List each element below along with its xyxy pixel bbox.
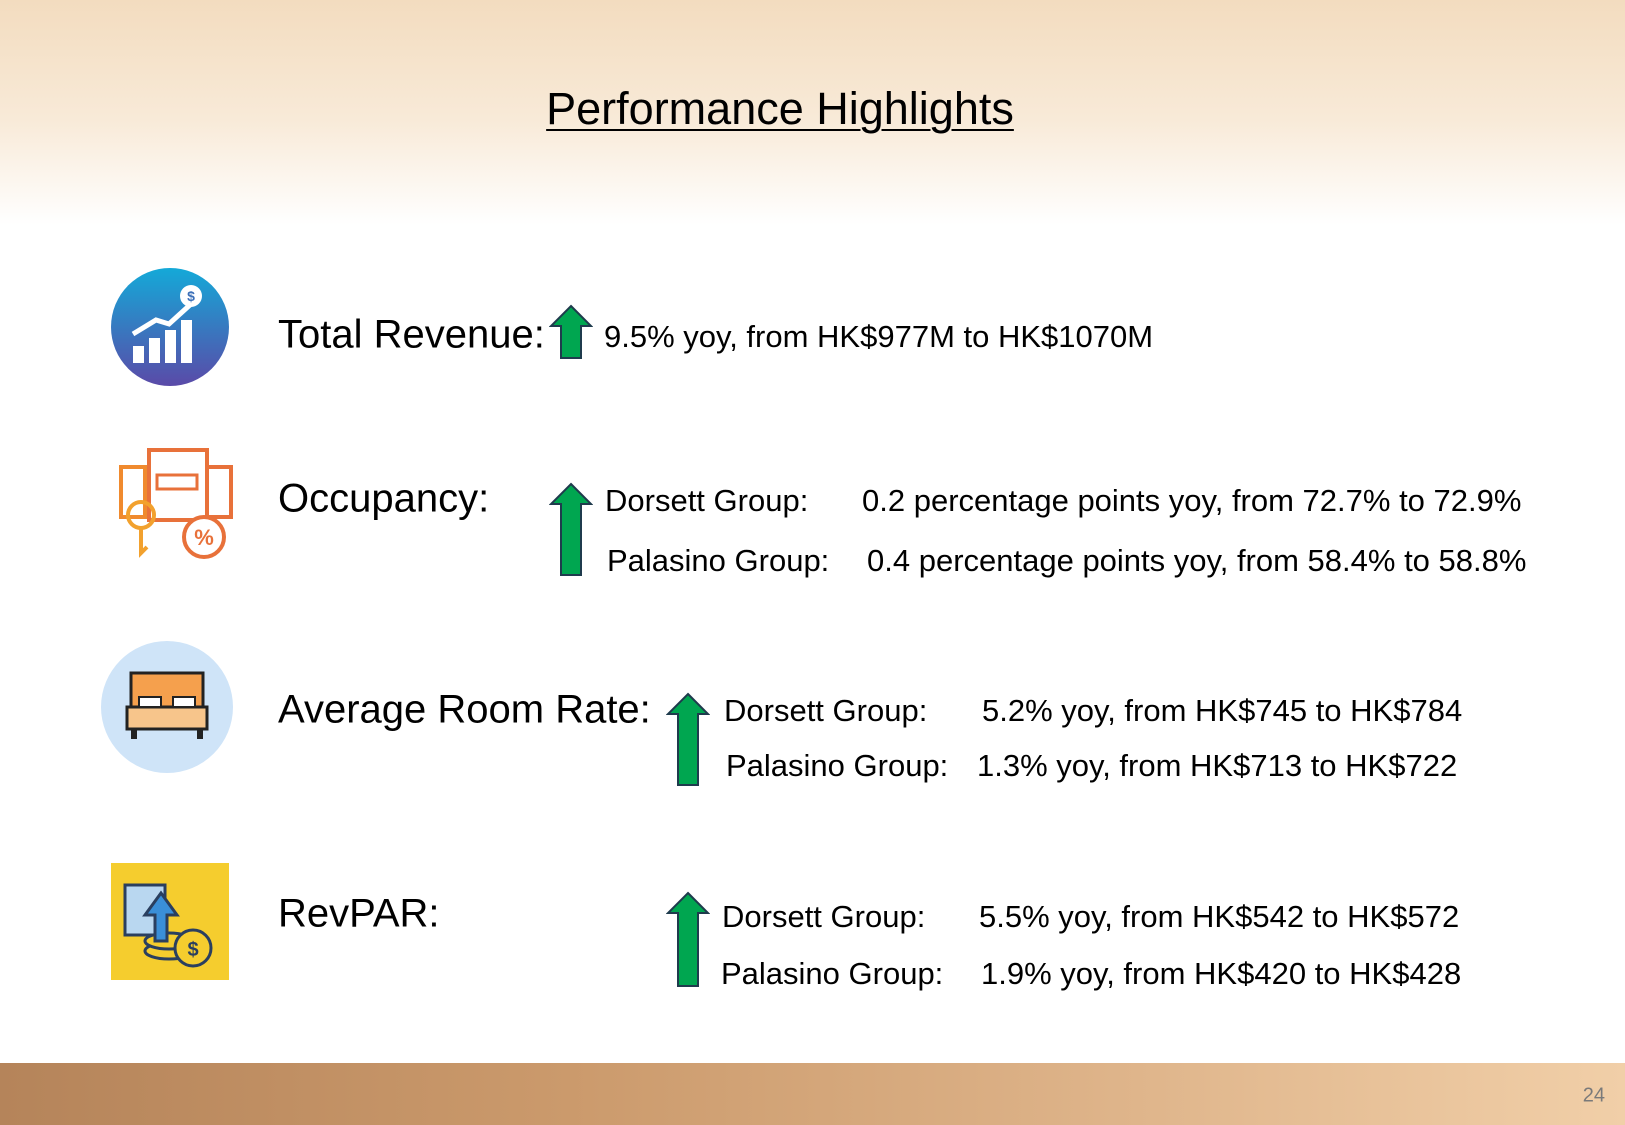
item-text: 9.5% yoy, from HK$977M to HK$1070M [604,319,1154,354]
revpar-icon: $ [111,863,229,980]
item-text: 5.2% yoy, from HK$745 to HK$784 [982,693,1463,728]
svg-text:$: $ [187,939,198,961]
item-label: Total Revenue: [278,312,545,357]
item-label: Occupancy: [278,476,490,521]
group-name: Dorsett Group: [605,483,809,518]
up-arrow [666,692,710,786]
up-arrow [549,304,593,359]
svg-text:$: $ [187,288,195,304]
item-text: 1.9% yoy, from HK$420 to HK$428 [981,956,1462,991]
group-name: Palasino Group: [607,543,830,578]
item-text: 0.4 percentage points yoy, from 58.4% to… [867,543,1527,578]
group-name: Dorsett Group: [722,899,926,934]
page-number: 24 [1582,1084,1605,1107]
item-label: RevPAR: [278,891,440,936]
slide-title: Performance Highlights [546,83,1014,134]
footer-bar [0,1063,1625,1125]
item-text: 0.2 percentage points yoy, from 72.7% to… [862,483,1522,518]
group-name: Palasino Group: [721,956,944,991]
occupancy-icon: % [119,448,233,559]
up-arrow [549,482,593,576]
group-name: Palasino Group: [726,748,949,783]
item-text: 1.3% yoy, from HK$713 to HK$722 [977,748,1458,783]
group-name: Dorsett Group: [724,693,928,728]
room-rate-icon [101,641,233,773]
revenue-icon: $ [111,268,229,386]
item-label: Average Room Rate: [278,687,651,732]
item-text: 5.5% yoy, from HK$542 to HK$572 [979,899,1460,934]
svg-text:%: % [194,525,214,550]
up-arrow [666,891,710,987]
